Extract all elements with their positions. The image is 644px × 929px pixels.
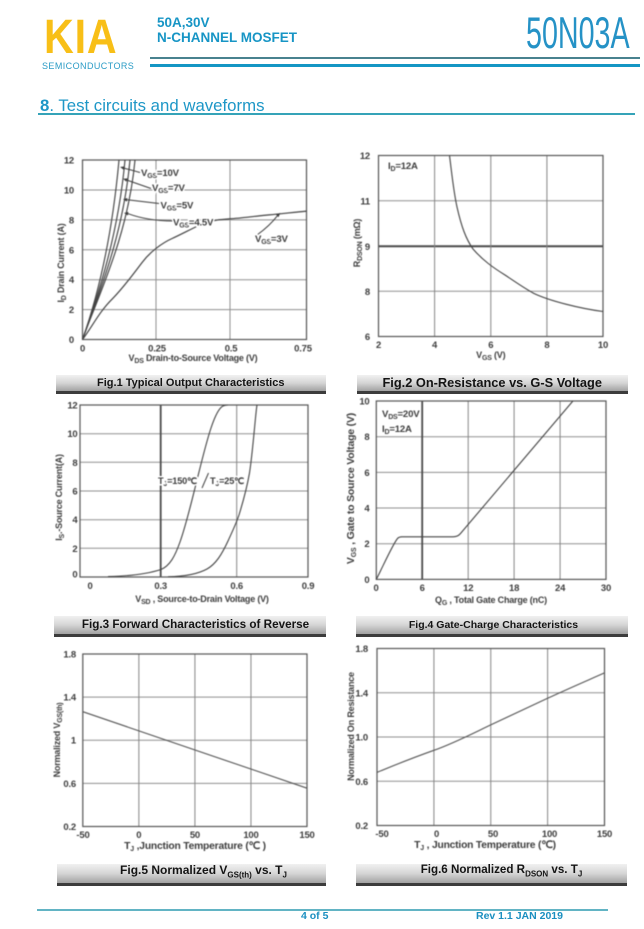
svg-text:0: 0: [434, 829, 439, 840]
svg-text:1.0: 1.0: [355, 733, 368, 744]
svg-text:8: 8: [544, 340, 549, 351]
svg-text:8: 8: [72, 458, 77, 469]
svg-text:0.2: 0.2: [63, 822, 76, 833]
svg-text:QG , Total Gate Charge (nC): QG , Total Gate Charge (nC): [435, 595, 547, 607]
svg-text:1.8: 1.8: [355, 645, 368, 655]
svg-text:0: 0: [69, 335, 74, 346]
svg-text:ID Drain Current (A): ID Drain Current (A): [56, 223, 68, 302]
svg-text:50: 50: [190, 830, 200, 841]
svg-text:VDS=20V: VDS=20V: [382, 409, 420, 421]
svg-text:0: 0: [136, 830, 141, 841]
svg-text:150: 150: [299, 830, 314, 841]
svg-text:18: 18: [509, 583, 519, 594]
svg-text:2: 2: [376, 340, 381, 351]
svg-text:VGS (V): VGS (V): [476, 350, 505, 362]
svg-text:4: 4: [364, 504, 370, 515]
svg-text:0.6: 0.6: [63, 779, 76, 790]
svg-text:VGS=3V: VGS=3V: [255, 234, 288, 246]
svg-text:12: 12: [67, 401, 77, 412]
svg-text:8: 8: [365, 287, 370, 298]
svg-text:0.25: 0.25: [148, 343, 167, 354]
svg-text:TJ=25℃: TJ=25℃: [210, 476, 244, 488]
svg-text:0.6: 0.6: [355, 777, 368, 788]
svg-text:100: 100: [243, 830, 258, 841]
svg-text:TJ ,Junction Temperature (℃ ): TJ ,Junction Temperature (℃ ): [124, 841, 266, 853]
svg-text:10: 10: [67, 429, 77, 440]
svg-text:ID=12A: ID=12A: [388, 161, 418, 173]
svg-text:TJ , Junction Temperature (℃): TJ , Junction Temperature (℃): [414, 840, 556, 852]
svg-text:1.4: 1.4: [355, 688, 369, 699]
svg-text:0: 0: [373, 583, 378, 594]
svg-text:0: 0: [80, 343, 85, 354]
svg-text:0.6: 0.6: [230, 581, 243, 592]
svg-text:Normalized VGS(th): Normalized VGS(th): [52, 703, 64, 778]
svg-text:-50: -50: [76, 830, 89, 841]
svg-text:2: 2: [364, 539, 369, 550]
svg-text:2: 2: [69, 305, 74, 316]
svg-text:VGS=10V: VGS=10V: [141, 168, 180, 180]
svg-text:Normalized On Resistance: Normalized On Resistance: [346, 672, 356, 781]
svg-text:9: 9: [365, 242, 370, 253]
svg-text:50: 50: [488, 829, 498, 840]
svg-text:0: 0: [364, 575, 369, 586]
svg-text:0: 0: [72, 570, 77, 581]
svg-text:0.9: 0.9: [302, 581, 315, 592]
svg-text:8: 8: [364, 432, 369, 443]
svg-text:VSD , Source-to-Drain Voltage: VSD , Source-to-Drain Voltage (V): [135, 594, 269, 606]
svg-text:-50: -50: [375, 829, 388, 840]
svg-text:TJ=150℃: TJ=150℃: [158, 476, 197, 488]
svg-text:12: 12: [463, 583, 473, 594]
svg-text:VGS , Gate to Source Voltage (: VGS , Gate to Source Voltage (V): [345, 413, 358, 564]
svg-text:4: 4: [72, 515, 78, 526]
svg-text:24: 24: [555, 583, 566, 594]
svg-text:6: 6: [72, 487, 77, 498]
svg-text:0.5: 0.5: [225, 343, 239, 354]
svg-text:11: 11: [360, 196, 371, 207]
svg-text:0.75: 0.75: [294, 343, 313, 354]
svg-text:ID=12A: ID=12A: [382, 424, 412, 436]
svg-text:IS.-Source Current(A): IS.-Source Current(A): [54, 454, 66, 541]
svg-text:1.4: 1.4: [63, 693, 77, 704]
svg-text:8: 8: [69, 215, 74, 226]
svg-text:1: 1: [71, 736, 77, 747]
svg-text:6: 6: [364, 468, 369, 479]
svg-text:VGS=5V: VGS=5V: [161, 200, 194, 212]
svg-text:12: 12: [64, 155, 74, 166]
svg-text:10: 10: [359, 397, 369, 408]
svg-text:10: 10: [64, 185, 74, 196]
svg-text:VGS=7V: VGS=7V: [152, 183, 185, 195]
svg-text:0: 0: [87, 581, 92, 592]
svg-text:VGS=4.5V: VGS=4.5V: [173, 217, 214, 229]
svg-text:4: 4: [69, 275, 75, 286]
svg-text:0.3: 0.3: [154, 581, 167, 592]
svg-text:2: 2: [72, 544, 77, 555]
svg-text:6: 6: [488, 340, 493, 351]
svg-text:4: 4: [432, 340, 438, 351]
svg-text:RDSON (mΩ): RDSON (mΩ): [352, 219, 364, 268]
svg-text:30: 30: [601, 583, 611, 594]
svg-text:0.2: 0.2: [355, 821, 368, 832]
svg-text:12: 12: [360, 151, 370, 162]
svg-text:100: 100: [542, 829, 557, 840]
svg-text:10: 10: [598, 340, 608, 351]
svg-text:6: 6: [69, 245, 74, 256]
svg-text:6: 6: [365, 332, 370, 343]
svg-text:1.8: 1.8: [63, 650, 76, 661]
svg-text:6: 6: [420, 583, 425, 594]
svg-text:VDS Drain-to-Source Voltage (V: VDS Drain-to-Source Voltage (V): [129, 353, 258, 365]
svg-text:150: 150: [597, 829, 612, 840]
